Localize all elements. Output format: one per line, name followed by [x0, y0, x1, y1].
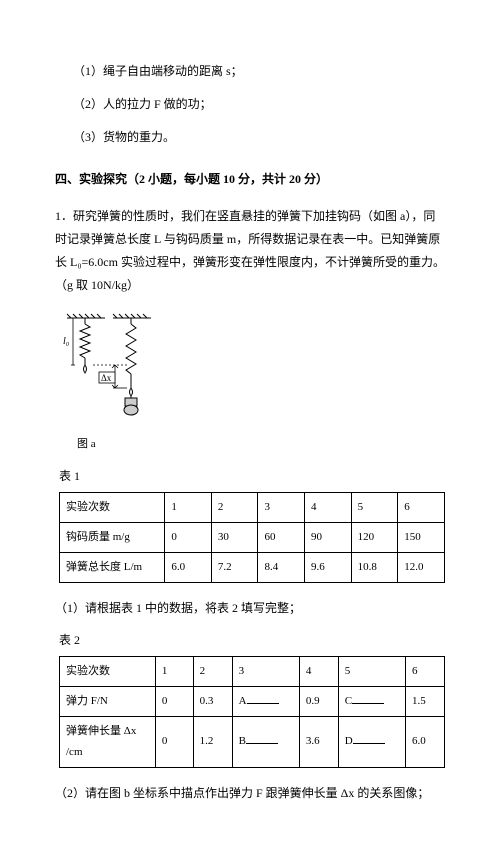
q2-part2: （2）请在图 b 坐标系中描点作出弹力 F 跟弹簧伸长量 Δx 的关系图像； — [55, 782, 445, 805]
blank-D-prefix: D — [345, 735, 353, 747]
t1-r1-c1: 1 — [165, 492, 212, 522]
table2-label: 表 2 — [59, 629, 445, 652]
t2-r3-c5: D — [338, 716, 405, 767]
t1-r2-c5: 120 — [351, 522, 398, 552]
table1-label: 表 1 — [59, 465, 445, 488]
t1-r3-c4: 9.6 — [305, 552, 352, 582]
t1-r2-c1: 0 — [165, 522, 212, 552]
t1-r2-c4: 90 — [305, 522, 352, 552]
t2-r2-c3: A — [232, 687, 299, 717]
t1-r3-c2: 7.2 — [211, 552, 258, 582]
dx-label: Δx — [101, 373, 112, 383]
t2-r3-c6: 6.0 — [406, 716, 445, 767]
t2-r2-c5: C — [338, 687, 405, 717]
t2-r2-h: 弹力 F/N — [60, 687, 156, 717]
q1-line1: （1）绳子自由端移动的距离 s； — [55, 60, 445, 83]
table2: 实验次数 1 2 3 4 5 6 弹力 F/N 0 0.3 A 0.9 C 1.… — [59, 656, 445, 768]
t1-r1-c6: 6 — [398, 492, 445, 522]
section-heading: 四、实验探究（2 小题，每小题 10 分，共计 20 分） — [55, 168, 445, 191]
blank-A-prefix: A — [239, 695, 247, 707]
t1-r3-c6: 12.0 — [398, 552, 445, 582]
t2-r3-c1: 0 — [155, 716, 193, 767]
t2-r1-c6: 6 — [406, 657, 445, 687]
t2-r3-c3: B — [232, 716, 299, 767]
l0-label: l₀ — [63, 336, 70, 347]
t1-r3-c5: 10.8 — [351, 552, 398, 582]
t2-r3-h: 弹簧伸长量 Δx /cm — [60, 716, 156, 767]
t2-r1-c2: 2 — [193, 657, 232, 687]
t1-r1-c3: 3 — [258, 492, 305, 522]
t1-r2-c6: 150 — [398, 522, 445, 552]
q1-line3: （3）货物的重力。 — [55, 126, 445, 149]
t2-r2-c1: 0 — [155, 687, 193, 717]
t2-r2-c6: 1.5 — [406, 687, 445, 717]
t1-r1-c5: 5 — [351, 492, 398, 522]
q1-line2: （2）人的拉力 F 做的功； — [55, 93, 445, 116]
t1-r3-c1: 6.0 — [165, 552, 212, 582]
t2-r1-c1: 1 — [155, 657, 193, 687]
t2-r2-c2: 0.3 — [193, 687, 232, 717]
t2-r2-c4: 0.9 — [299, 687, 338, 717]
blank-D[interactable] — [353, 732, 385, 744]
t2-r1-c5: 5 — [338, 657, 405, 687]
diagram-caption: 图 a — [77, 434, 445, 455]
t1-r1-c2: 2 — [211, 492, 258, 522]
t1-r3-c3: 8.4 — [258, 552, 305, 582]
t1-r1-h: 实验次数 — [60, 492, 165, 522]
blank-A[interactable] — [247, 692, 279, 704]
t1-r2-h: 钩码质量 m/g — [60, 522, 165, 552]
problem-intro: 1．研究弹簧的性质时，我们在竖直悬挂的弹簧下加挂钩码（如图 a），同时记录弹簧总… — [55, 205, 445, 296]
t1-r2-c3: 60 — [258, 522, 305, 552]
t1-r3-h: 弹簧总长度 L/m — [60, 552, 165, 582]
blank-C-prefix: C — [345, 695, 352, 707]
blank-B-prefix: B — [239, 735, 246, 747]
t2-r1-c3: 3 — [232, 657, 299, 687]
spring-diagram: l₀ Δx — [63, 310, 445, 428]
q2-part1: （1）请根据表 1 中的数据，将表 2 填写完整； — [55, 597, 445, 620]
t2-r3-c4: 3.6 — [299, 716, 338, 767]
t2-r1-h: 实验次数 — [60, 657, 156, 687]
t1-r2-c2: 30 — [211, 522, 258, 552]
blank-C[interactable] — [352, 692, 384, 704]
t2-r1-c4: 4 — [299, 657, 338, 687]
table1: 实验次数 1 2 3 4 5 6 钩码质量 m/g 0 30 60 90 120… — [59, 492, 445, 583]
t2-r3-c2: 1.2 — [193, 716, 232, 767]
blank-B[interactable] — [246, 732, 278, 744]
t1-r1-c4: 4 — [305, 492, 352, 522]
